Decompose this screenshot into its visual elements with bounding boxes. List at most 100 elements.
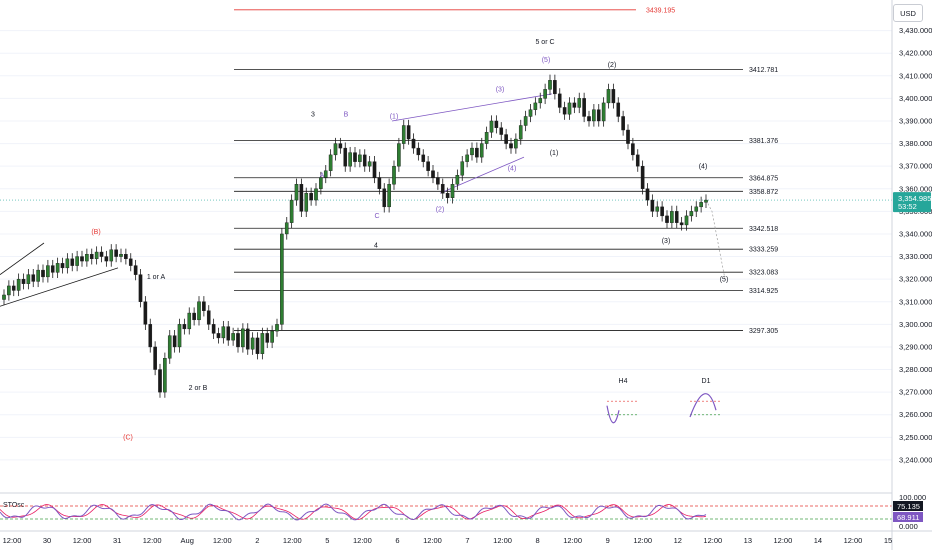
wave-label: (C) [123, 435, 133, 442]
candle-body [499, 127, 504, 135]
candle-body [50, 265, 55, 273]
candle-body [377, 177, 382, 189]
wave-label: (4) [508, 166, 517, 173]
candle-body [289, 199, 294, 223]
candle-body [148, 324, 153, 348]
candle-body [236, 333, 240, 348]
candle-body [465, 154, 469, 162]
wave-label: B [344, 111, 349, 118]
time-tick-label: 12:00 [353, 536, 372, 545]
candle-body [650, 199, 655, 212]
level-label: 3314.925 [749, 288, 778, 295]
candle-body [182, 324, 187, 330]
candlesticks [2, 74, 708, 398]
candle-body [75, 256, 79, 266]
time-tick-label: 12:00 [423, 536, 442, 545]
price-tick-label: 3,240.000 [899, 455, 932, 464]
candle-body [55, 263, 60, 273]
wave-label: 4 [374, 243, 378, 250]
price-tick-label: 3,270.000 [899, 388, 932, 397]
time-tick-label: 5 [325, 536, 329, 545]
candle-body [621, 116, 625, 131]
wave-label: 2 or B [189, 385, 208, 392]
time-tick-label: 12:00 [73, 536, 92, 545]
candle-body [562, 107, 567, 115]
candle-body [640, 165, 645, 189]
candle-body [177, 324, 182, 348]
level-label: 3323.083 [749, 270, 778, 277]
horizontal-levels: 3439.195 3412.781 3381.376 3364.875 3358.872… [234, 7, 778, 335]
level-label: 3439.195 [646, 7, 675, 14]
candle-body [216, 333, 221, 339]
candle-body [16, 278, 21, 291]
wave-labels: (B) (C) 1 or A 2 or B 3 4 A B C (1) (2) (3) (4) (5) 5 … [91, 39, 728, 441]
price-tick-label: 3,280.000 [899, 365, 932, 374]
candle-body [60, 263, 65, 269]
osc-tick-label: 100.000 [899, 493, 926, 502]
candle-body [406, 125, 411, 140]
candle-body [670, 211, 674, 223]
candle-body [684, 215, 689, 226]
candle-body [7, 285, 11, 296]
candle-body [202, 301, 206, 311]
osc-value-tag-a [893, 501, 923, 511]
price-tick-label: 3,370.000 [899, 162, 932, 171]
time-tick-label: 12:00 [283, 536, 302, 545]
time-tick-label: 8 [536, 536, 540, 545]
candle-body [31, 274, 36, 282]
price-tick-label: 3,430.000 [899, 26, 932, 35]
candle-body [36, 269, 40, 282]
candle-body [163, 358, 167, 393]
level-label: 3358.872 [749, 189, 778, 196]
candle-body [479, 143, 484, 158]
candle-body [494, 120, 499, 128]
candle-body [411, 138, 416, 149]
level-label: 3342.518 [749, 226, 778, 233]
candle-body [660, 206, 664, 217]
time-tick-label: 12:00 [213, 536, 232, 545]
candle-body [85, 254, 89, 262]
price-tick-label: 3,330.000 [899, 252, 932, 261]
oscillator-pane: STOsc 100.000 0.000 75.135 68.911 [0, 492, 926, 531]
candle-body [255, 337, 260, 354]
candle-body [99, 251, 104, 257]
candle-body [211, 324, 216, 334]
osc-value-tag-b [893, 512, 923, 522]
candle-body [475, 147, 479, 158]
candle-body [21, 278, 26, 284]
d1-panel-label: D1 [702, 378, 711, 385]
candle-body [431, 170, 435, 178]
price-tick-label: 3,360.000 [899, 184, 932, 193]
candle-body [231, 333, 235, 341]
candle-body [455, 175, 460, 185]
time-tick-label: 6 [395, 536, 399, 545]
level-label: 3381.376 [749, 138, 778, 145]
h4-stoch-line [606, 405, 620, 424]
candle-body [543, 89, 547, 99]
candle-body [343, 147, 348, 167]
candle-body [133, 265, 138, 275]
candle-body [440, 184, 445, 194]
candle-body [416, 147, 421, 156]
candle-body [314, 188, 318, 201]
time-tick-label: 12:00 [633, 536, 652, 545]
candle-body [304, 193, 309, 212]
time-tick-label: 15 [884, 536, 892, 545]
candle-body [655, 206, 660, 212]
candle-body [192, 312, 196, 321]
candle-body [635, 154, 640, 167]
candle-body [426, 161, 430, 171]
osc-signal-line [0, 504, 707, 520]
candle-body [645, 188, 650, 201]
candle-body [582, 98, 586, 117]
currency-selector[interactable]: USD [893, 4, 923, 22]
wave-label: 1 or A [147, 274, 166, 281]
candle-body [172, 335, 177, 348]
wave-label: (5) [720, 276, 729, 283]
level-label: 3333.259 [749, 247, 778, 254]
mini-stoch-panels: H4 D1 [606, 378, 722, 424]
time-tick-label: 30 [43, 536, 51, 545]
chart-grid [0, 30, 892, 461]
level-label: 3364.875 [749, 175, 778, 182]
